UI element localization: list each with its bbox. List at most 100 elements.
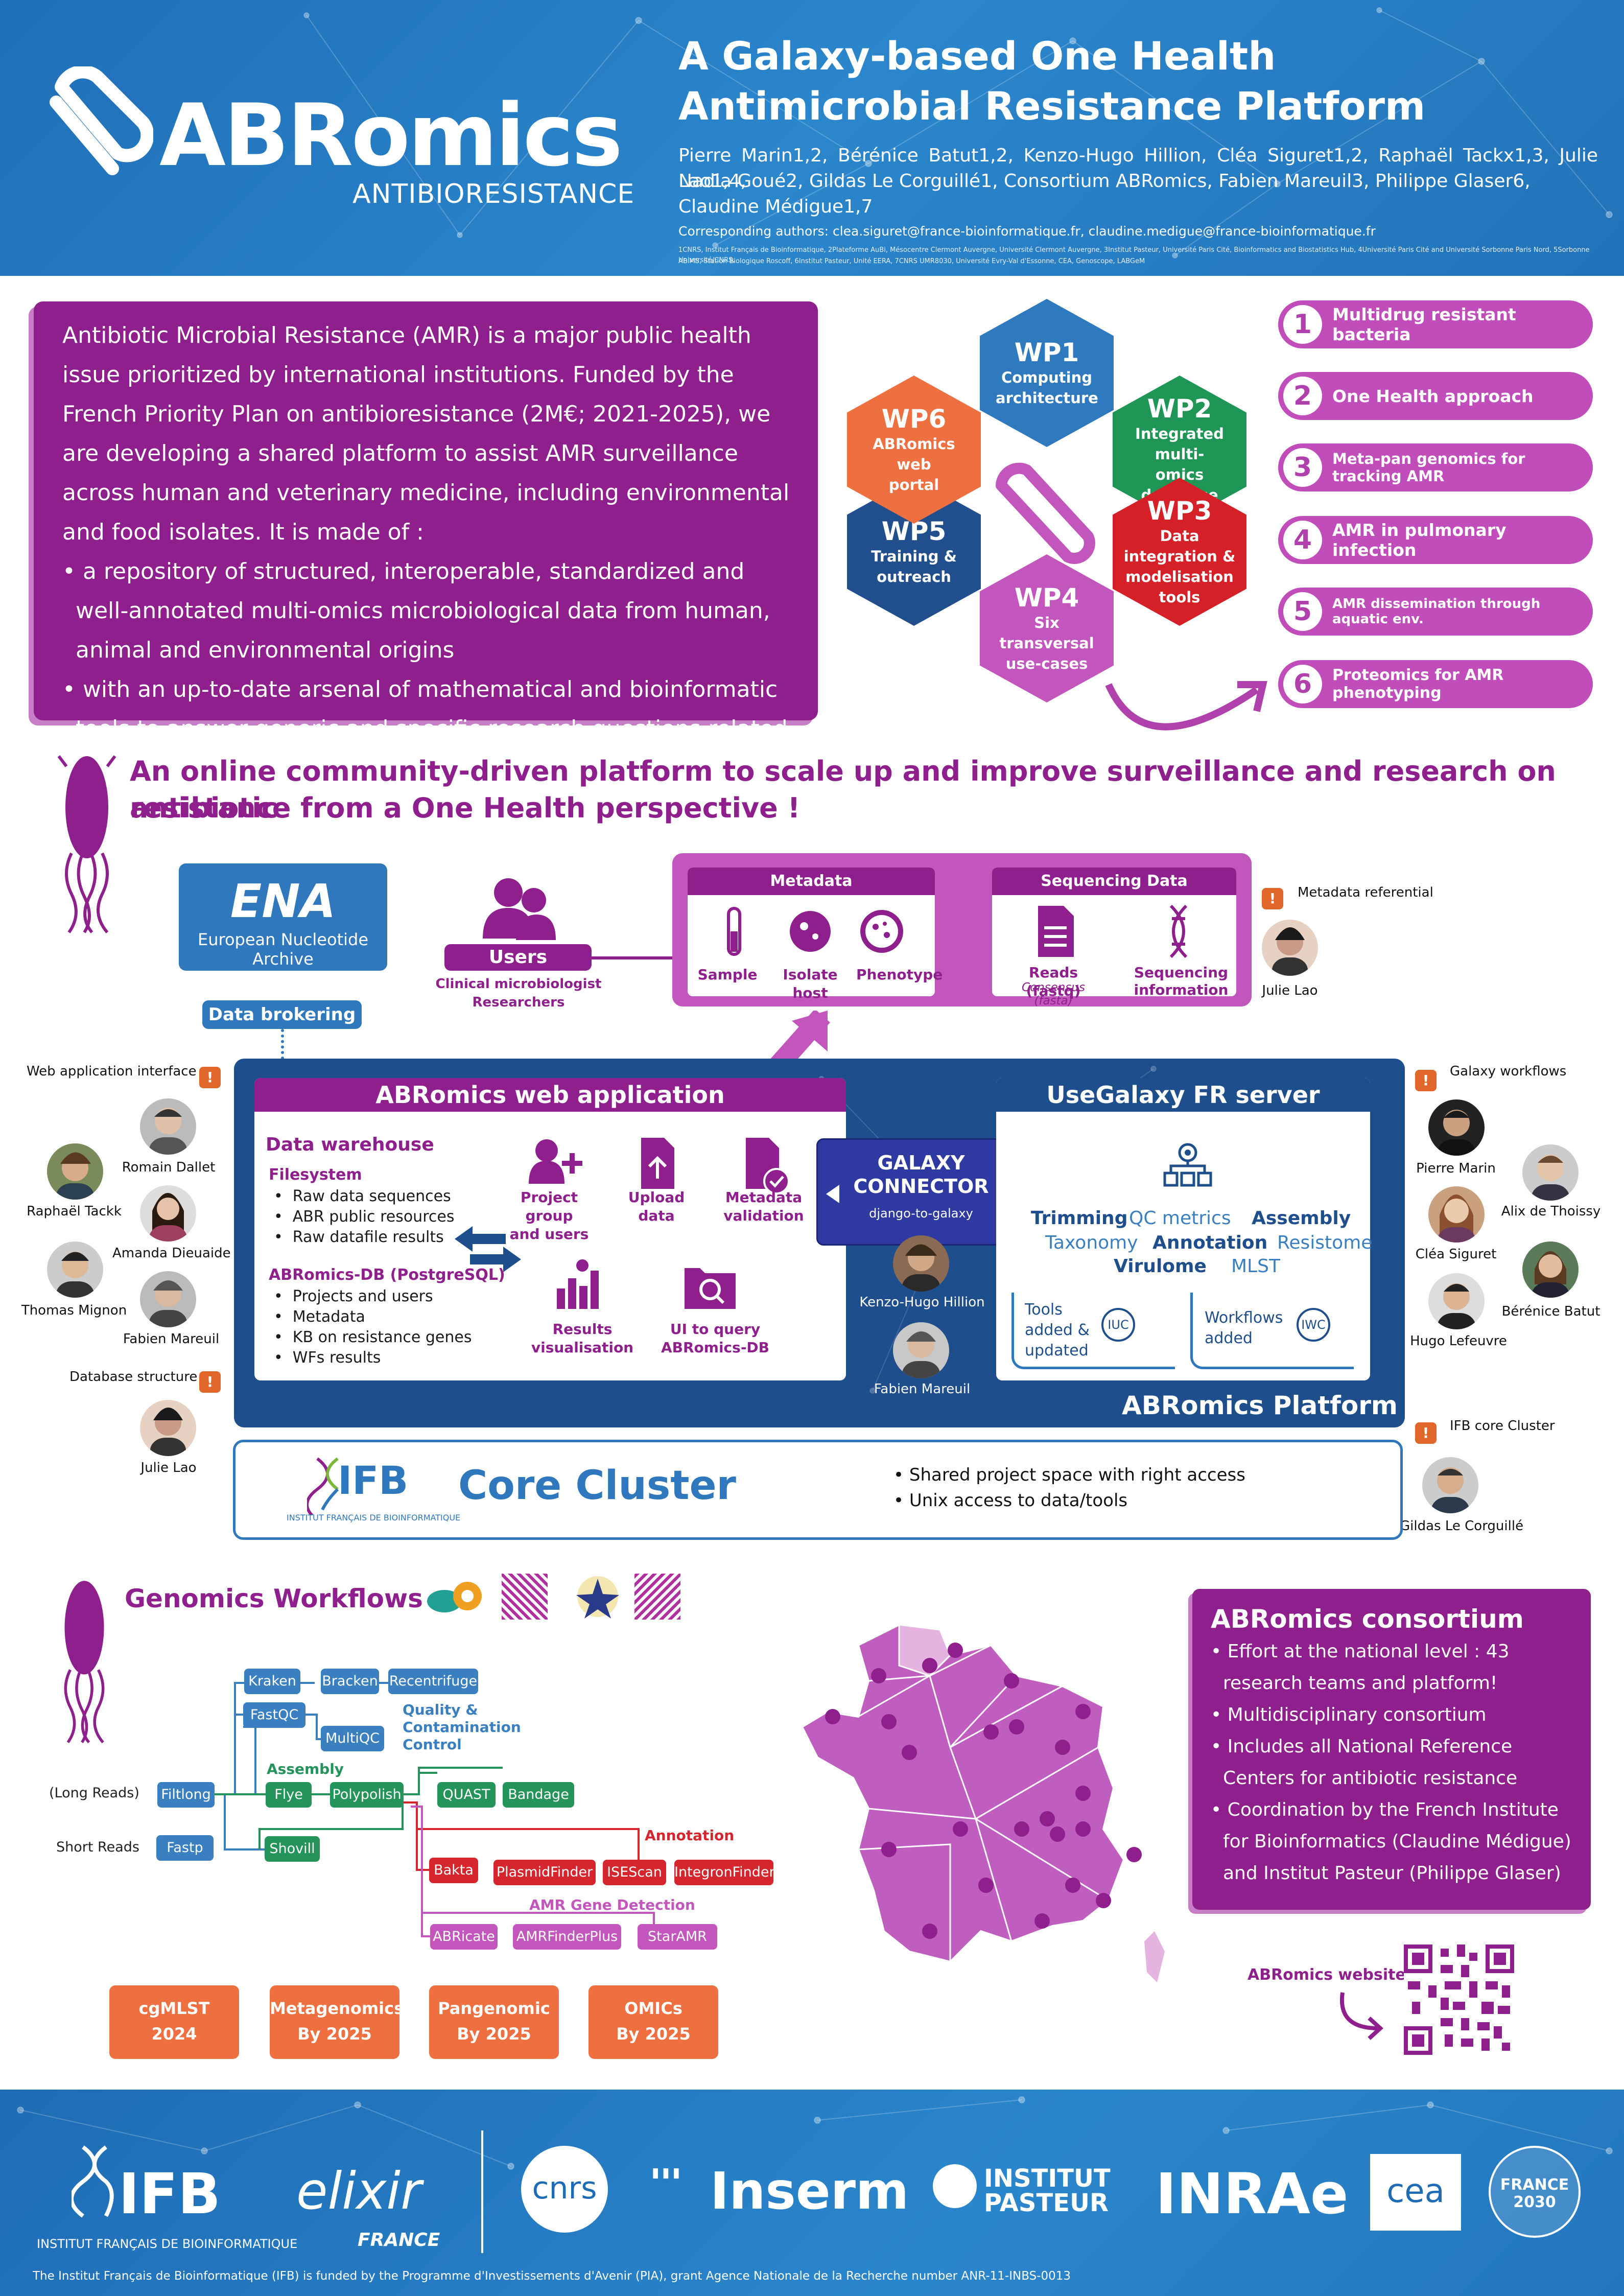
footer-network-background <box>17 2096 1613 2170</box>
avatar-berenice-batut <box>1522 1241 1579 1298</box>
wp2-id: WP2 <box>1147 394 1212 424</box>
db-item-2: • Metadata <box>274 1308 365 1326</box>
metadata-head: Metadata <box>688 868 935 895</box>
curved-arrow-website-icon <box>1339 1992 1383 2040</box>
ena-logo-text: ENA <box>230 875 336 928</box>
connector-title-2: CONNECTOR <box>853 1175 989 1198</box>
filesystem-list: • Raw data sequences • ABR public resour… <box>274 1186 454 1248</box>
tool-staramr: StarAMR <box>638 1924 717 1950</box>
tool-isescan: ISEScan <box>603 1860 666 1885</box>
footer-elixir-sub: FRANCE <box>358 2230 440 2251</box>
cluster-bullet-2: • Unix access to data/tools <box>893 1490 1128 1511</box>
avatar-thomas-mignon <box>47 1241 103 1298</box>
db-item-3: • KB on resistance genes <box>274 1328 472 1346</box>
footer-pasteur-icon <box>933 2164 977 2208</box>
bacteria-icon <box>57 755 116 933</box>
tool-assembly: Assembly <box>1252 1208 1351 1229</box>
person-pierre-marin: Pierre Marin <box>1416 1161 1496 1176</box>
avatar-gildas-le-corguille <box>1422 1457 1478 1513</box>
tool-plasmidfinder: PlasmidFinder <box>493 1860 596 1885</box>
consortium-title: ABRomics consortium <box>1211 1604 1524 1634</box>
webapp-title: ABRomics web application <box>254 1078 846 1112</box>
fs-item-3: • Raw datafile results <box>274 1228 444 1246</box>
use-case-3-number: 3 <box>1283 448 1322 487</box>
long-reads-label: (Long Reads) <box>49 1785 139 1801</box>
affiliations-line2: ABiMS, Station Biologique Roscoff, 6Inst… <box>678 257 1145 265</box>
tool-recentrifuge: Recentrifuge <box>388 1669 478 1694</box>
use-case-1-number: 1 <box>1283 305 1322 344</box>
logo-main-text: ABRomics <box>159 85 623 185</box>
footer-funding-text: The Institut Français de Bioinformatique… <box>33 2269 1071 2283</box>
authors-line3: Claudine Médigue1,7 <box>678 196 873 217</box>
tool-trimming: Trimming <box>1031 1208 1128 1229</box>
isolate-host-icon <box>790 911 831 952</box>
metadata-item-sample: Sample <box>697 966 758 983</box>
avatar-julie-lao-1 <box>1262 920 1318 976</box>
use-case-4: 4 AMR in pulmonary infection <box>1278 516 1593 564</box>
sequencing-icons <box>1038 904 1188 958</box>
seq-info-label2: information <box>1134 981 1229 998</box>
workflows-added-bracket <box>1190 1293 1354 1369</box>
poster-title-line2: Antimicrobial Resistance Platform <box>678 83 1426 129</box>
workflow-gear-icon <box>1163 1143 1212 1187</box>
upload-data-icon <box>641 1138 674 1189</box>
qr-code-1-icon <box>502 1574 548 1620</box>
abromics-website-qr-code[interactable] <box>1404 1944 1514 2055</box>
database-structure-label: Database structure <box>69 1369 198 1385</box>
footer-logo-france2030: FRANCE 2030 <box>1500 2176 1569 2211</box>
person-hugo-lefeuvre: Hugo Lefeuvre <box>1410 1333 1507 1349</box>
tool-multiqc: MultiQC <box>321 1726 384 1751</box>
tool-shovill: Shovill <box>265 1836 320 1862</box>
wp1-id: WP1 <box>1014 338 1079 367</box>
avatar-raphael-tackx <box>47 1143 103 1200</box>
use-case-4-number: 4 <box>1283 521 1322 559</box>
footer-logo-inserm: Inserm <box>710 2161 909 2221</box>
intro-bullet-2: • with an up-to-date arsenal of mathemat… <box>62 676 788 781</box>
sample-icon <box>727 907 741 956</box>
ena-dotted-connector <box>281 1029 284 1060</box>
webapp-icons-top <box>529 1138 790 1194</box>
tool-fastqc: FastQC <box>243 1702 305 1728</box>
tool-integronfinder: IntegronFinder <box>674 1860 775 1885</box>
tool-fastp: Fastp <box>156 1835 214 1861</box>
annotation-label: Annotation <box>645 1827 735 1844</box>
web-app-interface-label: Web application interface <box>27 1064 197 1079</box>
poster-title-line1: A Galaxy-based One Health <box>678 33 1276 79</box>
ifb-core-cluster-label: IFB core Cluster <box>1450 1418 1555 1434</box>
tool-filtlong: Filtlong <box>157 1782 215 1808</box>
wp1-label: Computing architecture <box>996 369 1098 407</box>
ena-name: European Nucleotide Archive <box>198 930 368 969</box>
footer-logo-cnrs: cnrs <box>532 2170 597 2206</box>
referential-person-name: Julie Lao <box>1262 983 1318 998</box>
tool-quast: QUAST <box>437 1782 496 1808</box>
network-background <box>303 7 1613 259</box>
db-item-4: • WFs results <box>274 1349 381 1367</box>
consortium-item-3: • Includes all National Reference Center… <box>1211 1736 1518 1789</box>
users-sub2: Researchers <box>472 995 565 1010</box>
assembly-label: Assembly <box>267 1761 344 1777</box>
galaxy-connector-box: GALAXY CONNECTOR django-to-galaxy <box>816 1138 1026 1246</box>
curved-arrow-icon <box>1105 681 1267 731</box>
tool-amrfinderplus: AMRFinderPlus <box>513 1924 621 1950</box>
filesystem-label: Filesystem <box>269 1166 362 1184</box>
use-case-1-label: Multidrug resistant bacteria <box>1332 304 1516 344</box>
person-raphael-tackk: Raphaël Tackk <box>27 1204 122 1219</box>
tool-bakta: Bakta <box>429 1858 478 1883</box>
cluster-ifb-sub: INSTITUT FRANÇAIS DE BIOINFORMATIQUE <box>287 1513 461 1522</box>
use-case-2-label: One Health approach <box>1332 386 1534 406</box>
intro-bullet-1: • a repository of structured, interopera… <box>62 558 770 663</box>
warning-icon-db: ! <box>199 1371 221 1393</box>
connector-title-1: GALAXY <box>877 1152 965 1174</box>
metadata-outer-box: Metadata Sample Isolate host Phenotype S… <box>672 853 1252 1008</box>
roadmap-metagenomics: Metagenomics By 2025 <box>270 1985 404 2059</box>
wp3-label: Data integration & modelisation tools <box>1123 527 1236 606</box>
abromics-website-label: ABRomics website <box>1248 1966 1406 1984</box>
core-cluster-box: IFB INSTITUT FRANÇAIS DE BIOINFORMATIQUE… <box>233 1440 1403 1540</box>
sequencing-data-head: Sequencing Data <box>992 868 1236 895</box>
france-map <box>801 1623 1165 1982</box>
cloud-gear-icon <box>427 1582 482 1612</box>
short-reads-label: Short Reads <box>56 1839 139 1855</box>
users-tag: Users <box>444 944 592 971</box>
footer-inserm-bars-icon: ▮▮▮ <box>652 2165 683 2181</box>
exchange-arrows-icon <box>455 1226 521 1272</box>
